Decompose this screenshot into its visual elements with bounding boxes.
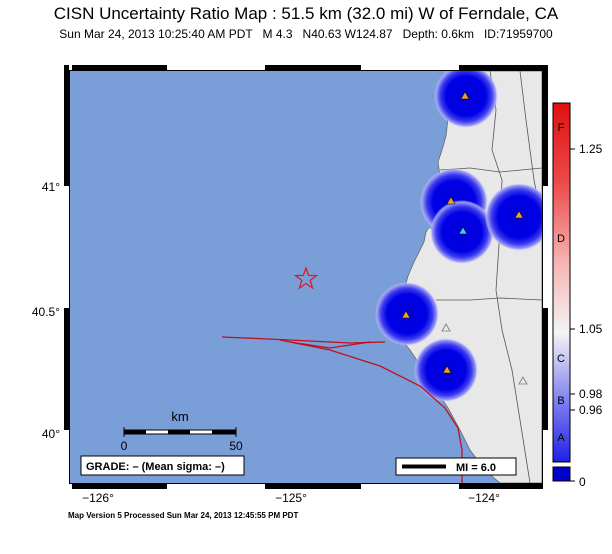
scale-left: 0 xyxy=(121,439,128,453)
station-triangle xyxy=(460,91,470,100)
station-triangle xyxy=(401,310,411,319)
colorbar-value: 1.05 xyxy=(579,322,603,336)
station-triangle xyxy=(446,196,456,205)
map-title: CISN Uncertainty Ratio Map : 51.5 km (32… xyxy=(53,4,559,23)
colorbar-letter: C xyxy=(557,353,565,365)
colorbar-letter: A xyxy=(557,432,565,444)
lon-label: −126° xyxy=(82,491,114,505)
lon-label: −124° xyxy=(468,491,500,505)
lat-label: 40.5° xyxy=(32,305,60,319)
colorbar-value: 0.96 xyxy=(579,403,603,417)
colorbar-value: 1.25 xyxy=(579,142,603,156)
stations xyxy=(401,91,528,385)
uncertainty-circle xyxy=(485,183,542,251)
station-triangle xyxy=(442,365,452,374)
scale-bar: km 0 50 xyxy=(121,409,243,453)
grade-text: GRADE: – (Mean sigma: –) xyxy=(86,461,225,473)
epicenter-star xyxy=(293,266,319,290)
lat-label: 40° xyxy=(42,427,60,441)
event-info: Sun Mar 24, 2013 10:25:40 AM PDT M 4.3 N… xyxy=(59,27,553,41)
mi-text: MI = 6.0 xyxy=(456,462,496,474)
grade-box: GRADE: – (Mean sigma: –) xyxy=(80,455,245,476)
colorbar-letter: F xyxy=(558,122,565,134)
colorbar-min-swatch xyxy=(552,466,571,482)
uncertainty-circle xyxy=(434,71,498,128)
longitude-labels: −126° −125° −124° xyxy=(82,491,500,505)
scale-unit: km xyxy=(171,409,188,424)
colorbar-gradient xyxy=(552,102,571,463)
colorbar-letter: B xyxy=(557,395,564,407)
colorbar-value: 0 xyxy=(579,475,586,489)
colorbar-value: 0.98 xyxy=(579,387,603,401)
mi-legend: MI = 6.0 xyxy=(395,457,517,476)
colorbar: F D C B A 1.25 1.05 0.98 0.96 0 xyxy=(552,102,603,489)
colorbar-letter: D xyxy=(557,233,565,245)
lat-label: 41° xyxy=(42,180,60,194)
station-triangle xyxy=(441,323,451,332)
station-triangle xyxy=(514,210,524,219)
land xyxy=(391,71,542,483)
frame-ticks xyxy=(64,65,548,489)
latitude-labels: 41° 40.5° 40° xyxy=(32,180,60,441)
lon-label: −125° xyxy=(275,491,307,505)
processing-footer: Map Version 5 Processed Sun Mar 24, 2013… xyxy=(68,511,299,520)
fault-lines xyxy=(221,336,463,483)
scale-right: 50 xyxy=(229,439,243,453)
station-triangle xyxy=(518,376,528,385)
station-triangle xyxy=(458,226,468,235)
